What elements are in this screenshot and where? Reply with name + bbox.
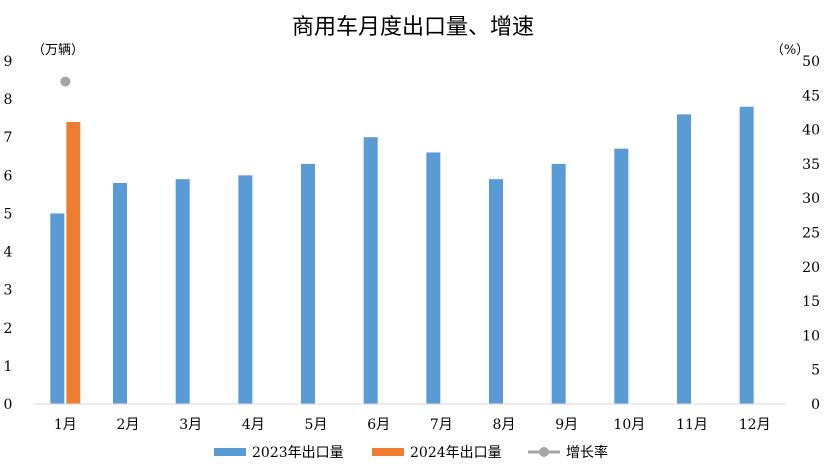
y-right-tick-label: 50 — [802, 54, 820, 70]
y-left-tick-label: 3 — [4, 283, 13, 299]
x-tick-label: 9月 — [555, 417, 578, 433]
y-left-axis-label: （万辆） — [32, 43, 84, 58]
chart-title: 商用车月度出口量、增速 — [292, 15, 534, 40]
y-left-tick-label: 6 — [4, 168, 13, 184]
bar-2023 — [301, 163, 315, 404]
bar-2023 — [739, 106, 754, 404]
bars — [50, 106, 754, 404]
bar-2023 — [50, 213, 65, 404]
legend-swatch-bar — [372, 448, 404, 456]
y-right-axis-label: （%） — [771, 43, 809, 58]
bar-2023 — [113, 182, 127, 404]
legend-label: 2023年出口量 — [252, 445, 344, 461]
bar-2023 — [238, 175, 253, 404]
x-tick-label: 1月 — [54, 417, 77, 433]
y-right-tick-label: 0 — [811, 397, 820, 413]
y-right-tick-label: 10 — [802, 328, 820, 344]
y-left-tick-labels: 0 1 2 3 4 5 6 7 8 9 — [4, 54, 13, 413]
x-tick-label: 6月 — [367, 417, 390, 433]
y-right-tick-label: 35 — [802, 157, 820, 173]
bar-2024 — [66, 121, 81, 404]
y-left-tick-label: 7 — [4, 130, 13, 146]
y-right-tick-label: 15 — [802, 294, 820, 310]
y-right-tick-label: 5 — [811, 363, 820, 379]
y-left-tick-label: 8 — [4, 92, 13, 108]
legend: 2023年出口量 2024年出口量 增长率 — [214, 444, 608, 461]
bar-2023 — [551, 163, 566, 404]
x-tick-label: 10月 — [613, 417, 645, 433]
growth-rate-point — [60, 76, 71, 87]
y-right-tick-label: 30 — [802, 191, 820, 207]
y-left-tick-label: 4 — [4, 245, 13, 261]
legend-swatch-marker — [539, 447, 549, 457]
bar-2023 — [426, 152, 441, 404]
x-tick-label: 4月 — [242, 417, 265, 433]
y-left-tick-label: 9 — [4, 54, 13, 70]
x-tick-label: 3月 — [179, 417, 202, 433]
y-right-tick-labels: 0 5 10 15 20 25 30 35 40 45 50 — [802, 54, 820, 413]
bar-2023 — [614, 148, 629, 404]
legend-label: 增长率 — [566, 444, 608, 461]
x-tick-labels: 1月 2月 3月 4月 5月 6月 7月 8月 9月 10月 11月 12月 — [54, 417, 771, 433]
x-tick-label: 2月 — [117, 417, 140, 433]
y-left-tick-label: 5 — [4, 206, 13, 222]
bar-2023 — [175, 179, 190, 404]
y-left-tick-label: 1 — [4, 359, 13, 375]
x-tick-label: 8月 — [493, 417, 516, 433]
x-tick-label: 7月 — [430, 417, 453, 433]
line-points — [60, 76, 71, 87]
y-right-tick-label: 40 — [802, 123, 820, 139]
y-right-tick-label: 25 — [802, 226, 820, 242]
bar-2023 — [677, 114, 691, 404]
y-left-tick-label: 2 — [4, 321, 13, 337]
x-tick-label: 5月 — [305, 417, 328, 433]
y-left-tick-label: 0 — [4, 397, 13, 413]
legend-swatch-bar — [214, 448, 246, 456]
x-tick-label: 11月 — [676, 417, 708, 433]
y-right-tick-label: 20 — [802, 260, 820, 276]
x-tick-label: 12月 — [739, 417, 771, 433]
legend-label: 2024年出口量 — [410, 445, 502, 461]
bar-2023 — [363, 137, 378, 404]
y-right-tick-label: 45 — [802, 88, 820, 104]
bar-2023 — [489, 179, 503, 404]
